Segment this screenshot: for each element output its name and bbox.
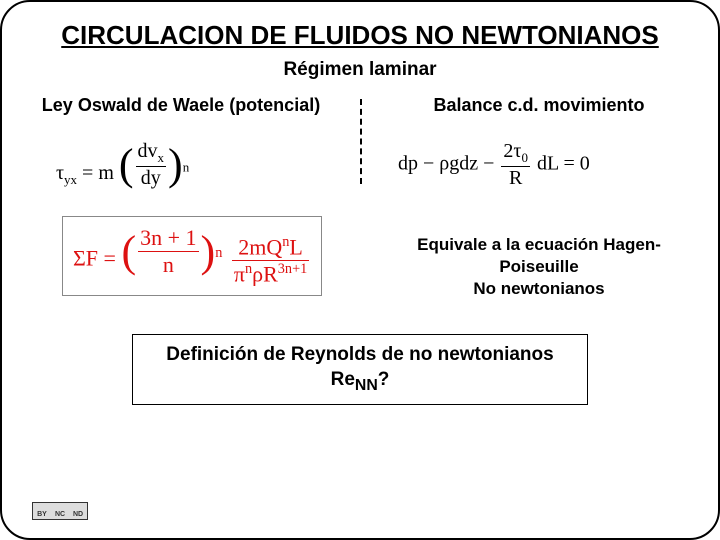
reynolds-definition-box: Definición de Reynolds de no newtonianos… [132,334,588,405]
momentum-balance-equation: dp − ρgdz − 2τ0 R dL = 0 [370,140,708,190]
right-heading: Balance c.d. movimiento [370,95,708,116]
left-heading: Ley Oswald de Waele (potencial) [12,95,350,116]
equivalence-note: Equivale a la ecuación Hagen- Poiseuille… [370,234,708,300]
column-divider [360,99,362,184]
two-column-region: Ley Oswald de Waele (potencial) τyx = m … [2,95,718,300]
cc-license-icon: BYNCND [32,502,88,520]
power-law-equation: τyx = m ( dvx dy ) n [12,140,350,190]
left-column: Ley Oswald de Waele (potencial) τyx = m … [2,95,360,300]
sigma-f-equation-box: ΣF = ( 3n + 1 n ) n 2mQnL πnρR3n+1 [62,216,322,296]
slide-subtitle: Régimen laminar [2,59,718,81]
slide-title: CIRCULACION DE FLUIDOS NO NEWTONIANOS [2,2,718,51]
right-column: Balance c.d. movimiento dp − ρgdz − 2τ0 … [360,95,718,300]
